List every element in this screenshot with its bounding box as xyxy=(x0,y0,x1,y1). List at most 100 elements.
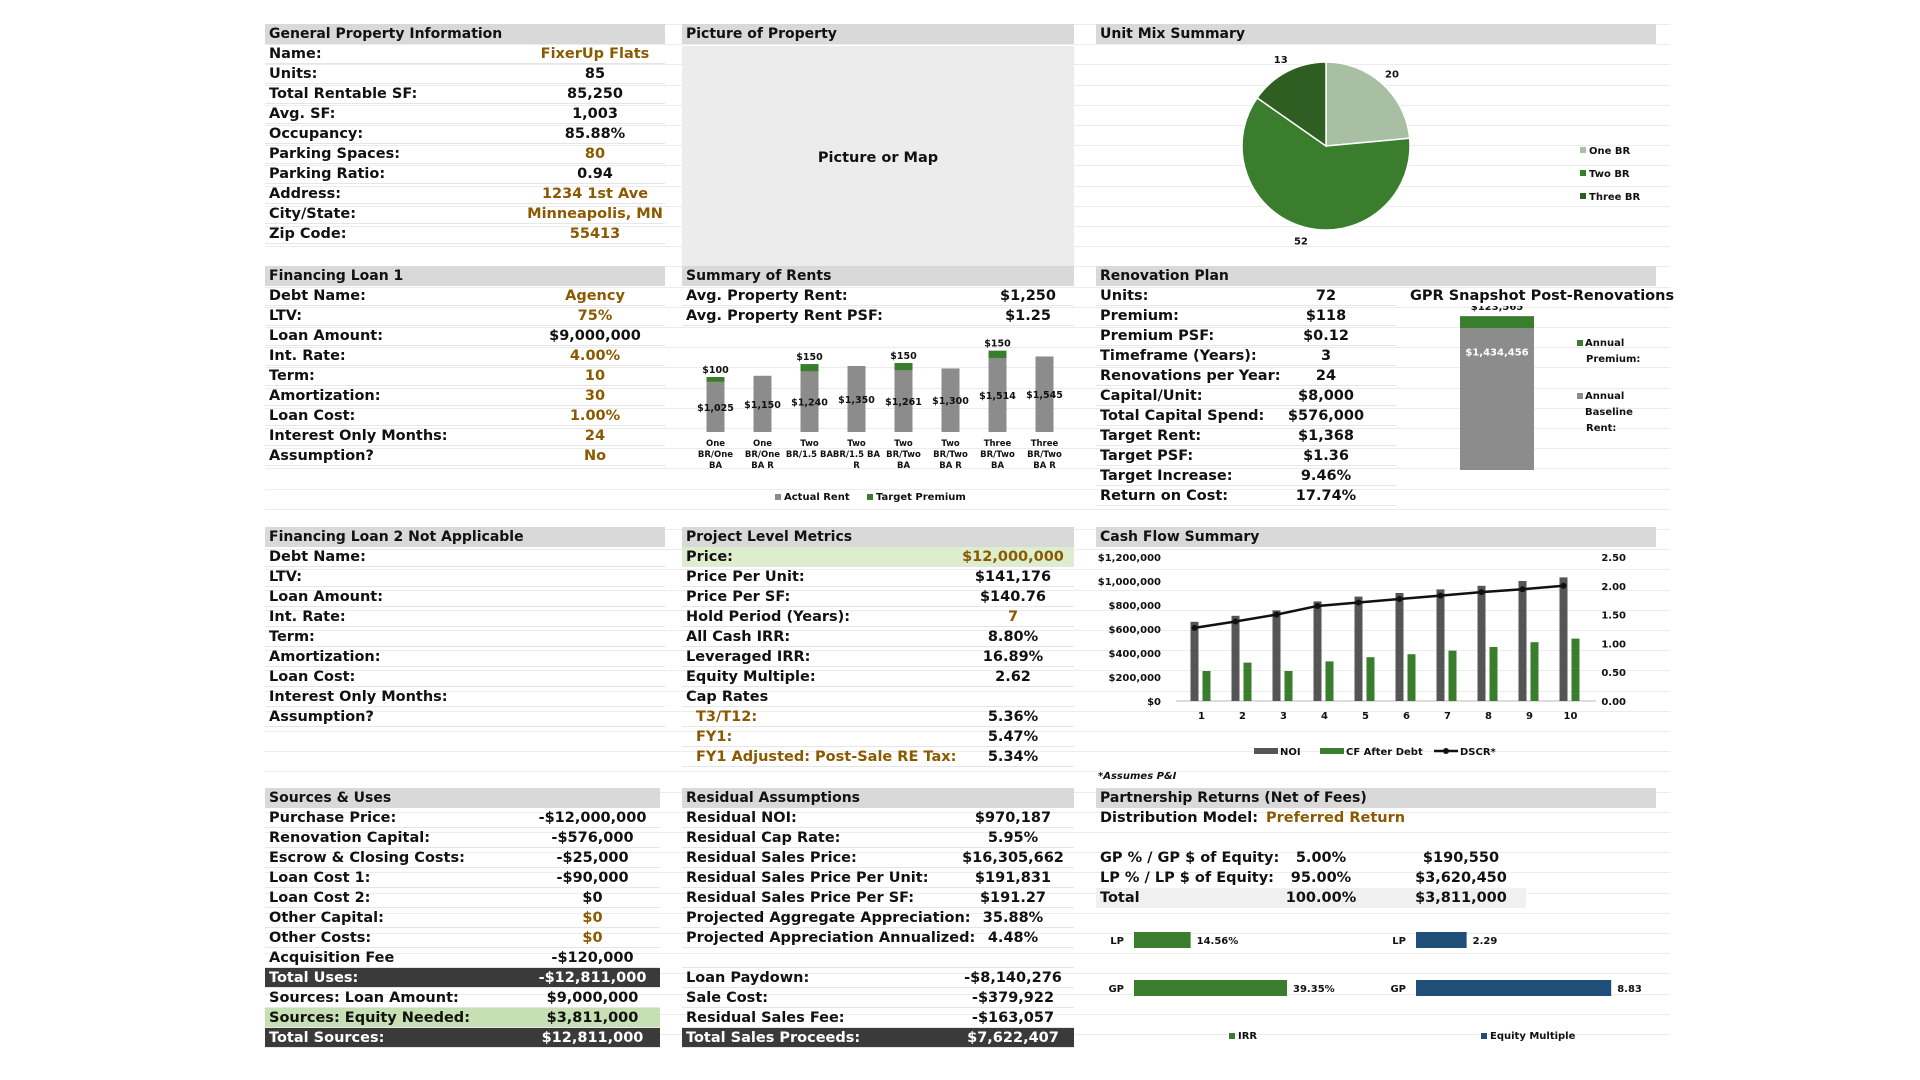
general-row-value[interactable]: 85 xyxy=(584,66,606,82)
metrics-row-value[interactable]: $12,000,000 xyxy=(962,549,1064,565)
row-divider xyxy=(682,947,1074,948)
residual-row-value[interactable]: -$163,057 xyxy=(971,1010,1055,1026)
sources-row-value[interactable]: $0 xyxy=(582,930,603,946)
cf-after-debt-bar xyxy=(1407,654,1416,701)
residual-row-label: Residual Sales Price Per Unit: xyxy=(686,870,929,886)
renovation-row-value[interactable]: 24 xyxy=(1315,368,1337,384)
loan1-row-value[interactable]: 10 xyxy=(584,368,606,384)
loan1-row: Loan Cost: 1.00% xyxy=(265,406,665,426)
general-row-value[interactable]: 1,003 xyxy=(572,106,618,122)
metrics-row-value[interactable]: 16.89% xyxy=(982,649,1044,665)
partnership-row-amt[interactable]: $3,811,000 xyxy=(1415,890,1507,906)
sources-row-value[interactable]: $12,811,000 xyxy=(541,1030,644,1046)
cf-after-debt-bar xyxy=(1530,642,1539,701)
renovation-row-value[interactable]: $8,000 xyxy=(1298,388,1354,404)
metrics-row-value[interactable]: 8.80% xyxy=(987,629,1039,645)
loan1-row-value[interactable]: 4.00% xyxy=(569,348,621,364)
sources-row: Escrow & Closing Costs: -$25,000 xyxy=(265,848,660,868)
general-row-value[interactable]: 80 xyxy=(584,146,606,162)
rent-bar-premium xyxy=(894,363,913,371)
renovation-row-value[interactable]: $576,000 xyxy=(1287,408,1365,424)
loan1-row-value[interactable]: $9,000,000 xyxy=(549,328,641,344)
legend-entry: Rent: xyxy=(1586,423,1616,434)
sources-row-value[interactable]: -$90,000 xyxy=(556,870,629,886)
partnership-row-pct[interactable]: 5.00% xyxy=(1295,850,1347,866)
renovation-row-value[interactable]: 72 xyxy=(1315,288,1337,304)
loan1-row-value[interactable]: 75% xyxy=(577,308,613,324)
residual-row-value[interactable]: 5.95% xyxy=(987,830,1039,846)
sources-row-value[interactable]: $0 xyxy=(582,890,603,906)
rent-category-label: BR/One xyxy=(698,450,733,460)
renovation-row-value[interactable]: $0.12 xyxy=(1303,328,1349,344)
sources-row-value[interactable]: -$25,000 xyxy=(556,850,629,866)
loan1-row-value[interactable]: Agency xyxy=(565,288,625,304)
general-row-value[interactable]: Minneapolis, MN xyxy=(527,206,663,222)
residual-row-value[interactable]: $191.27 xyxy=(979,890,1047,906)
residual-row-value[interactable]: $7,622,407 xyxy=(967,1030,1059,1046)
metrics-row-value[interactable]: 2.62 xyxy=(995,669,1031,685)
renovation-row-value[interactable]: 17.74% xyxy=(1295,488,1357,504)
renovation-row-value[interactable]: $1,368 xyxy=(1298,428,1354,444)
general-row-value[interactable]: FixerUp Flats xyxy=(540,46,650,62)
partnership-row-pct[interactable]: 95.00% xyxy=(1290,870,1352,886)
renovation-row: Premium: $118 xyxy=(1096,306,1396,326)
partnership-row-amt[interactable]: $190,550 xyxy=(1422,850,1500,866)
general-row-value[interactable]: 55413 xyxy=(569,226,621,242)
partnership-row-pct[interactable]: 100.00% xyxy=(1285,890,1357,906)
renovation-row: Renovations per Year: 24 xyxy=(1096,366,1396,386)
loan1-row-value[interactable]: 1.00% xyxy=(569,408,621,424)
sources-row-value[interactable]: $9,000,000 xyxy=(546,990,639,1006)
row-divider xyxy=(265,827,660,828)
general-row-value[interactable]: 0.94 xyxy=(577,166,613,182)
general-row-value[interactable]: 85,250 xyxy=(567,86,623,102)
general-row-value[interactable]: 1234 1st Ave xyxy=(541,186,649,202)
loan1-header: Financing Loan 1 xyxy=(265,266,665,286)
rents-row-value[interactable]: $1,250 xyxy=(1000,288,1056,304)
sources-row: Purchase Price: -$12,000,000 xyxy=(265,808,660,828)
metrics-row-value[interactable]: $140.76 xyxy=(979,589,1047,605)
renovation-row-value[interactable]: 9.46% xyxy=(1300,468,1352,484)
metrics-row-value[interactable]: 5.47% xyxy=(987,729,1039,745)
loan1-row-value[interactable]: 30 xyxy=(584,388,606,404)
sources-row-value[interactable]: $3,811,000 xyxy=(525,1008,660,1028)
sources-row-value[interactable]: -$576,000 xyxy=(551,830,634,846)
metrics-row-value[interactable]: 5.36% xyxy=(987,709,1039,725)
row-divider xyxy=(265,626,665,627)
sources-row-value[interactable]: -$120,000 xyxy=(551,950,634,966)
residual-row-value[interactable]: $191,831 xyxy=(974,870,1052,886)
residual-row-value[interactable]: 4.48% xyxy=(987,930,1039,946)
residual-row-value[interactable]: -$8,140,276 xyxy=(964,970,1062,986)
renovation-row-value[interactable]: $118 xyxy=(1305,308,1347,324)
distribution-value[interactable]: Preferred Return xyxy=(1266,810,1406,826)
gridline xyxy=(265,286,1670,288)
general-row: Parking Ratio: 0.94 xyxy=(265,164,665,184)
metrics-row-value[interactable]: 5.34% xyxy=(987,749,1039,765)
renovation-row-label: Premium: xyxy=(1100,308,1179,324)
residual-row-value[interactable]: $16,305,662 xyxy=(962,850,1064,866)
general-row-value[interactable]: 85.88% xyxy=(564,126,626,142)
residual-row-value[interactable]: -$379,922 xyxy=(971,990,1055,1006)
metrics-row-value[interactable]: $141,176 xyxy=(974,569,1052,585)
sources-row-label: Renovation Capital: xyxy=(269,830,431,846)
row-divider xyxy=(682,867,1074,868)
renovation-row-label: Timeframe (Years): xyxy=(1100,348,1257,364)
metrics-row-value[interactable]: 7 xyxy=(1007,609,1019,625)
sources-row-value[interactable]: $0 xyxy=(582,910,603,926)
partnership-row-amt[interactable]: $3,620,450 xyxy=(1415,870,1507,886)
renovation-row: Target PSF: $1.36 xyxy=(1096,446,1396,466)
gridline xyxy=(265,1013,1670,1015)
renovation-row-label: Renovations per Year: xyxy=(1100,368,1281,384)
row-divider xyxy=(682,827,1074,828)
x-axis-tick: 10 xyxy=(1564,711,1578,722)
rents-row-value[interactable]: $1.25 xyxy=(1005,308,1051,324)
picture-placeholder[interactable]: Picture or Map xyxy=(682,46,1074,269)
loan1-row-value[interactable]: 24 xyxy=(584,428,606,444)
sources-row-value[interactable]: -$12,811,000 xyxy=(538,970,647,986)
sources-row-value[interactable]: -$12,000,000 xyxy=(538,810,647,826)
loan1-row-value[interactable]: No xyxy=(583,448,607,464)
cashflow-panel: Cash Flow Summary $1,200,000 $1,000,000 $8… xyxy=(1096,527,1656,789)
renovation-row-value[interactable]: 3 xyxy=(1320,348,1332,364)
renovation-row-value[interactable]: $1.36 xyxy=(1303,448,1349,464)
residual-row-value[interactable]: 35.88% xyxy=(982,910,1044,926)
residual-row-value[interactable]: $970,187 xyxy=(974,810,1052,826)
